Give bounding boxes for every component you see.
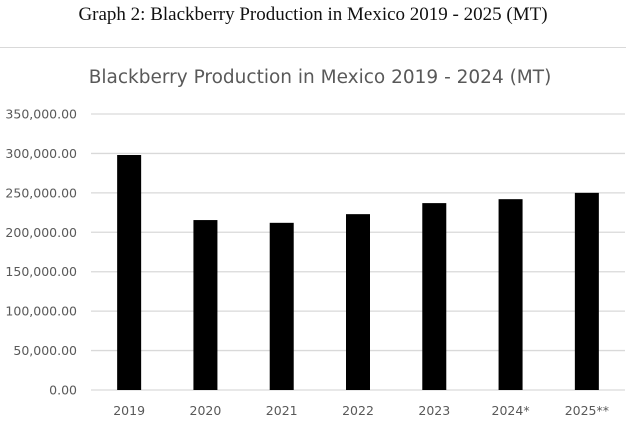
bar-2021 — [269, 222, 294, 390]
y-tick-label: 200,000.00 — [5, 225, 77, 240]
y-tick-label: 100,000.00 — [5, 304, 77, 319]
figure-caption: Graph 2: Blackberry Production in Mexico… — [78, 4, 548, 25]
chart-title: Blackberry Production in Mexico 2019 - 2… — [89, 67, 552, 88]
bar-2022 — [346, 214, 370, 390]
y-tick-label: 300,000.00 — [5, 146, 77, 161]
y-tick-label: 50,000.00 — [13, 343, 77, 358]
y-tick-label: 350,000.00 — [5, 107, 77, 122]
x-tick-label: 2024* — [492, 403, 530, 418]
y-tick-label: 250,000.00 — [5, 185, 77, 200]
x-tick-label: 2020 — [190, 403, 222, 418]
x-axis-tick-labels: 2019 2020 2021 2022 2023 2024* 2025** — [113, 403, 609, 418]
x-tick-label: 2023 — [418, 403, 450, 418]
bar-2024 — [498, 199, 523, 390]
x-tick-label: 2025** — [565, 403, 609, 418]
y-axis-tick-labels: 0.00 50,000.00 100,000.00 150,000.00 200,000… — [5, 107, 77, 398]
y-tick-label: 0.00 — [49, 383, 77, 398]
bar-2020 — [193, 220, 218, 390]
bar-2019 — [117, 155, 142, 390]
x-tick-label: 2022 — [342, 403, 374, 418]
y-tick-label: 150,000.00 — [5, 264, 77, 279]
x-tick-label: 2019 — [113, 403, 145, 418]
chart-frame-top-border — [0, 47, 626, 48]
bars — [117, 155, 599, 390]
bar-2023 — [422, 203, 447, 390]
bar-2025 — [574, 192, 599, 390]
x-tick-label: 2021 — [266, 403, 298, 418]
